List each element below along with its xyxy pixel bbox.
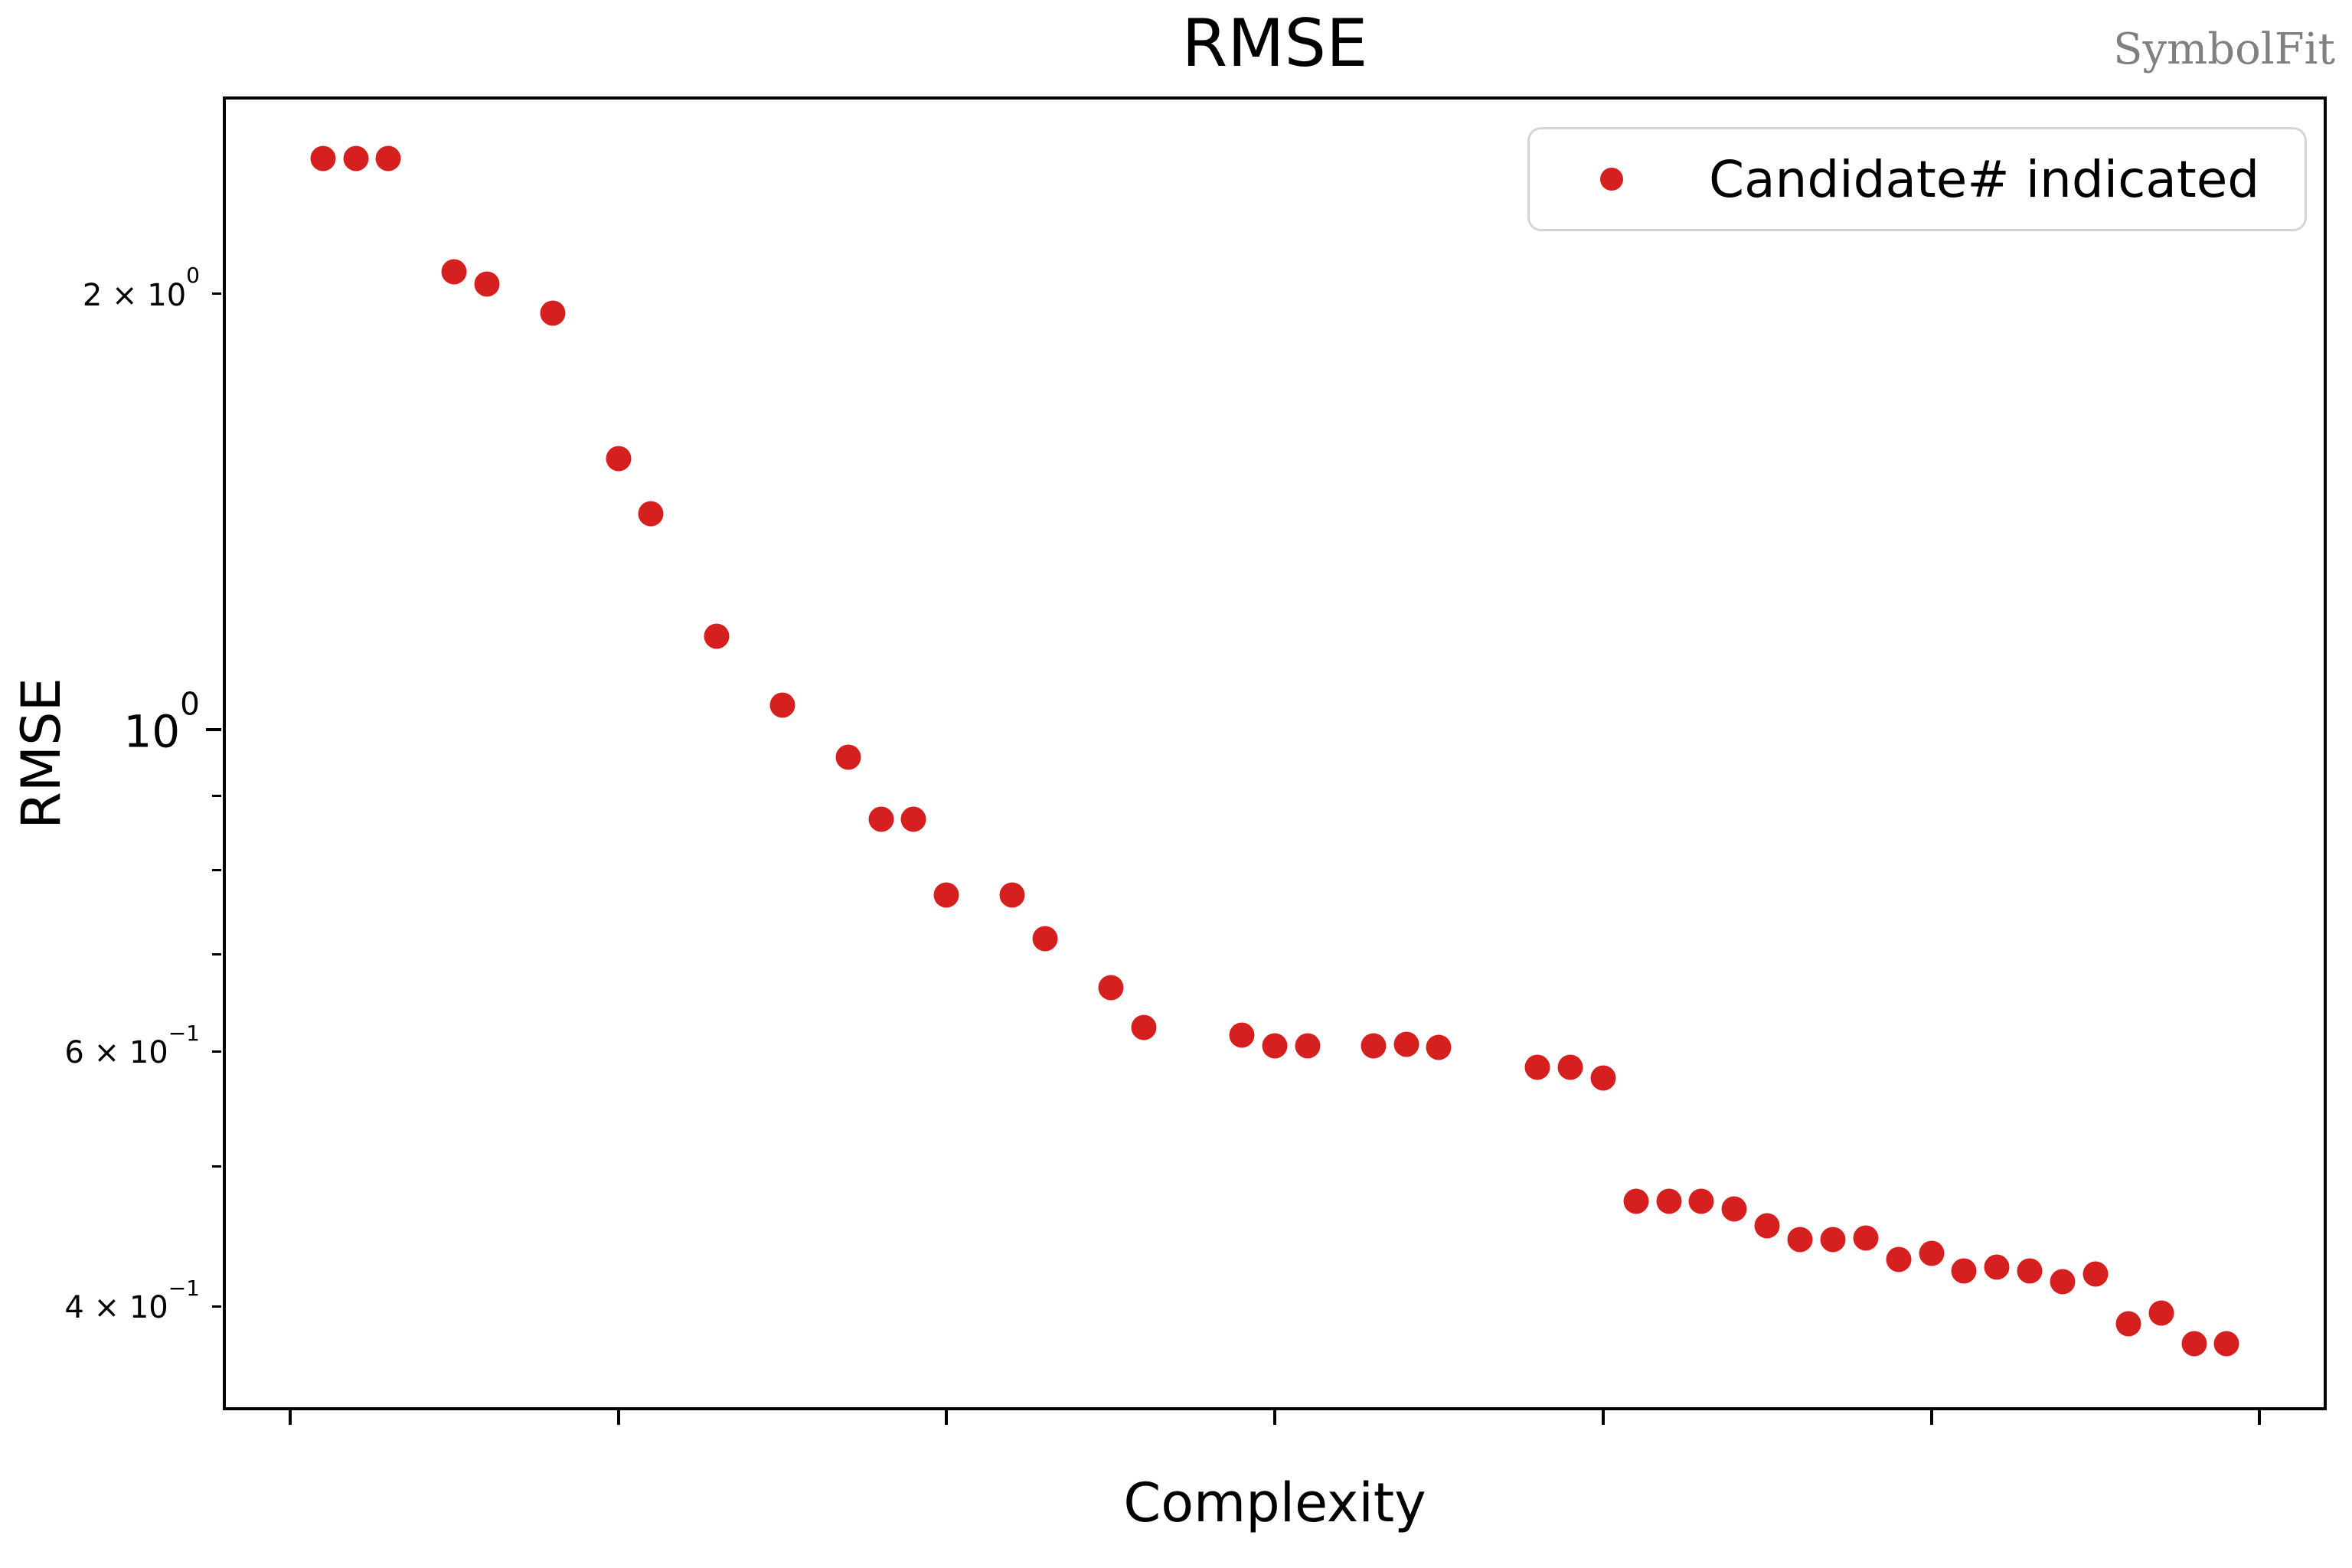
- data-point-20: [1295, 1033, 1321, 1059]
- y-tick-mark-minor-labeled: [212, 292, 221, 296]
- data-point-36: [1919, 1240, 1944, 1266]
- data-point-24: [1524, 1054, 1550, 1080]
- data-point-44: [2181, 1331, 2207, 1357]
- y-tick-mark-minor: [212, 869, 221, 872]
- y-tick-label-minor: 6 × 10−1: [64, 1020, 200, 1071]
- data-point-7: [638, 501, 664, 527]
- spine-left: [223, 96, 226, 1410]
- x-tick-mark-0: [288, 1410, 292, 1425]
- chart-title: RMSE: [1181, 5, 1368, 82]
- x-tick-mark-50: [1929, 1410, 1933, 1425]
- data-point-38: [1984, 1254, 2010, 1280]
- data-point-29: [1688, 1188, 1714, 1214]
- x-axis-label: Complexity: [1123, 1472, 1426, 1534]
- data-point-21: [1361, 1033, 1387, 1059]
- data-point-41: [2082, 1261, 2109, 1287]
- y-tick-mark-minor: [212, 1165, 221, 1168]
- y-tick-label-major: 100: [123, 685, 200, 759]
- data-point-23: [1426, 1034, 1452, 1060]
- y-tick-label-minor: 4 × 10−1: [64, 1275, 200, 1326]
- data-point-25: [1557, 1054, 1583, 1080]
- data-point-17: [1131, 1014, 1156, 1040]
- data-point-0: [310, 145, 336, 172]
- x-tick-mark-60: [2258, 1410, 2262, 1425]
- data-point-26: [1590, 1065, 1616, 1091]
- data-point-5: [540, 300, 566, 326]
- data-point-15: [1032, 926, 1058, 952]
- data-point-31: [1754, 1213, 1780, 1239]
- data-point-16: [1098, 975, 1124, 1001]
- data-point-9: [769, 692, 795, 718]
- data-point-14: [999, 882, 1025, 908]
- data-point-11: [868, 806, 893, 832]
- data-point-12: [900, 806, 926, 832]
- data-point-13: [933, 882, 959, 908]
- data-point-28: [1656, 1188, 1681, 1214]
- data-point-34: [1853, 1225, 1879, 1251]
- data-point-22: [1393, 1031, 1419, 1057]
- data-point-40: [2050, 1269, 2076, 1295]
- data-point-1: [343, 145, 368, 172]
- y-tick-mark-major: [206, 728, 221, 732]
- data-point-10: [835, 744, 861, 770]
- y-axis-label: RMSE: [10, 678, 73, 829]
- data-point-27: [1623, 1188, 1649, 1214]
- data-point-2: [375, 145, 401, 172]
- data-point-43: [2148, 1300, 2174, 1326]
- data-point-6: [606, 446, 631, 472]
- data-point-18: [1229, 1022, 1255, 1048]
- spine-top: [223, 96, 2327, 100]
- y-tick-mark-minor-labeled: [212, 1050, 221, 1053]
- x-tick-mark-30: [1273, 1410, 1276, 1425]
- data-point-19: [1262, 1033, 1288, 1059]
- data-point-3: [441, 259, 467, 285]
- x-tick-mark-10: [616, 1410, 620, 1425]
- x-tick-mark-20: [945, 1410, 949, 1425]
- data-point-30: [1721, 1196, 1747, 1222]
- legend-marker-dot: [1600, 168, 1623, 191]
- y-tick-mark-minor: [212, 953, 221, 956]
- spine-right: [2324, 96, 2327, 1410]
- x-tick-mark-40: [1601, 1410, 1605, 1425]
- legend: Candidate# indicated: [1527, 127, 2307, 231]
- spine-bottom: [223, 1407, 2327, 1410]
- data-point-35: [1886, 1246, 1912, 1272]
- data-point-8: [704, 623, 730, 649]
- data-point-39: [2017, 1258, 2043, 1284]
- data-point-32: [1787, 1227, 1813, 1253]
- legend-label: Candidate# indicated: [1709, 149, 2260, 209]
- data-point-45: [2213, 1331, 2239, 1357]
- data-point-33: [1820, 1227, 1846, 1253]
- watermark: SymbolFit: [2113, 24, 2335, 74]
- y-tick-label-minor: 2 × 100: [82, 263, 200, 313]
- data-point-42: [2115, 1311, 2141, 1337]
- y-tick-mark-minor-labeled: [212, 1305, 221, 1308]
- data-point-37: [1951, 1258, 1977, 1284]
- plot-area: Candidate# indicated 100 2 × 100 6 × 10−1 4…: [64, 96, 2327, 1425]
- data-point-4: [474, 271, 500, 297]
- y-tick-mark-minor: [212, 795, 221, 798]
